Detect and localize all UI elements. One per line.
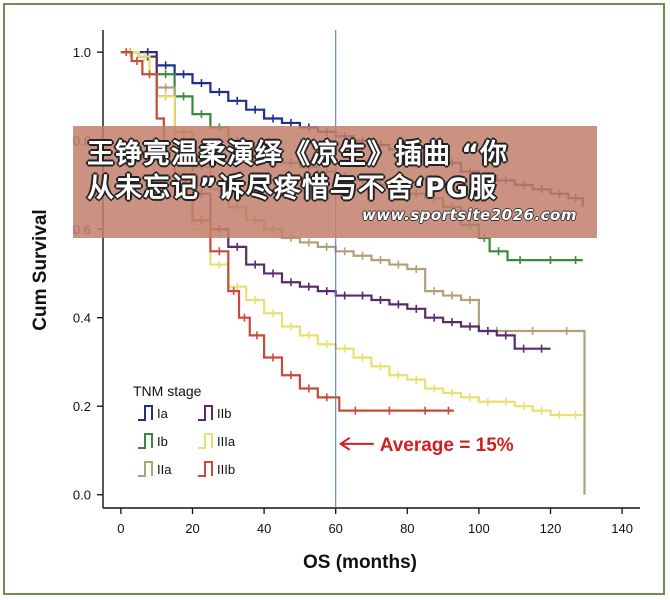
average-arrow-head bbox=[338, 436, 351, 451]
censor-marks-iiia bbox=[129, 48, 577, 420]
overlay-banner[interactable]: 王铮亮温柔演绎《凉生》插曲 “你 从未忘记”诉尽疼惜与不舍‘PG服 www.sp… bbox=[73, 126, 597, 238]
annotation-layer: Average = 15% bbox=[335, 30, 514, 508]
banner-line-2: 从未忘记”诉尽疼惜与不舍‘PG服 bbox=[87, 173, 497, 204]
chart-frame bbox=[3, 3, 665, 595]
legend-label: IIb bbox=[217, 406, 231, 421]
legend-item-iiia: IIIa bbox=[198, 433, 236, 449]
survival-curve-iia bbox=[120, 51, 586, 495]
average-annotation-label: Average = 15% bbox=[380, 435, 514, 456]
legend-item-ib: Ib bbox=[138, 433, 168, 449]
x-tick-label: 20 bbox=[185, 521, 199, 536]
x-tick-label: 120 bbox=[540, 521, 562, 536]
x-axis-label: OS (months) bbox=[303, 552, 417, 573]
y-tick-label: 0.2 bbox=[73, 399, 91, 414]
legend-label: IIIa bbox=[217, 434, 236, 449]
legend-swatch bbox=[198, 461, 213, 477]
y-axis-label: Cum Survival bbox=[30, 209, 51, 330]
x-tick-label: 140 bbox=[611, 521, 633, 536]
x-tick-label: 60 bbox=[328, 521, 342, 536]
x-tick-label: 80 bbox=[400, 521, 414, 536]
legend-title: TNM stage bbox=[133, 383, 202, 399]
legend-item-iia: IIa bbox=[138, 461, 172, 477]
legend: TNM stage Ia IIb Ib IIIa IIa IIIb bbox=[133, 383, 236, 477]
legend-label: IIa bbox=[157, 462, 172, 477]
x-tick-label: 100 bbox=[468, 521, 490, 536]
plot-area bbox=[102, 30, 640, 509]
y-tick-label: 1.0 bbox=[73, 45, 91, 60]
y-tick-label: 0.4 bbox=[73, 311, 91, 326]
legend-label: Ia bbox=[157, 406, 169, 421]
legend-label: IIIb bbox=[217, 462, 235, 477]
legend-swatch bbox=[138, 461, 153, 477]
legend-item-iiib: IIIb bbox=[198, 461, 235, 477]
legend-item-ia: Ia bbox=[138, 405, 169, 421]
legend-item-iib: IIb bbox=[198, 405, 231, 421]
x-tick-label: 40 bbox=[257, 521, 271, 536]
legend-label: Ib bbox=[157, 434, 168, 449]
banner-line-1: 王铮亮温柔演绎《凉生》插曲 “你 bbox=[87, 139, 509, 170]
legend-swatch bbox=[198, 433, 213, 449]
banner-url[interactable]: www.sportsite2026.com bbox=[361, 206, 577, 224]
x-tick-label: 0 bbox=[117, 521, 124, 536]
legend-swatch bbox=[198, 405, 213, 421]
legend-swatch bbox=[138, 433, 153, 449]
legend-swatch bbox=[138, 405, 153, 421]
series-layer bbox=[120, 48, 586, 495]
y-tick-label: 0.0 bbox=[73, 488, 91, 503]
